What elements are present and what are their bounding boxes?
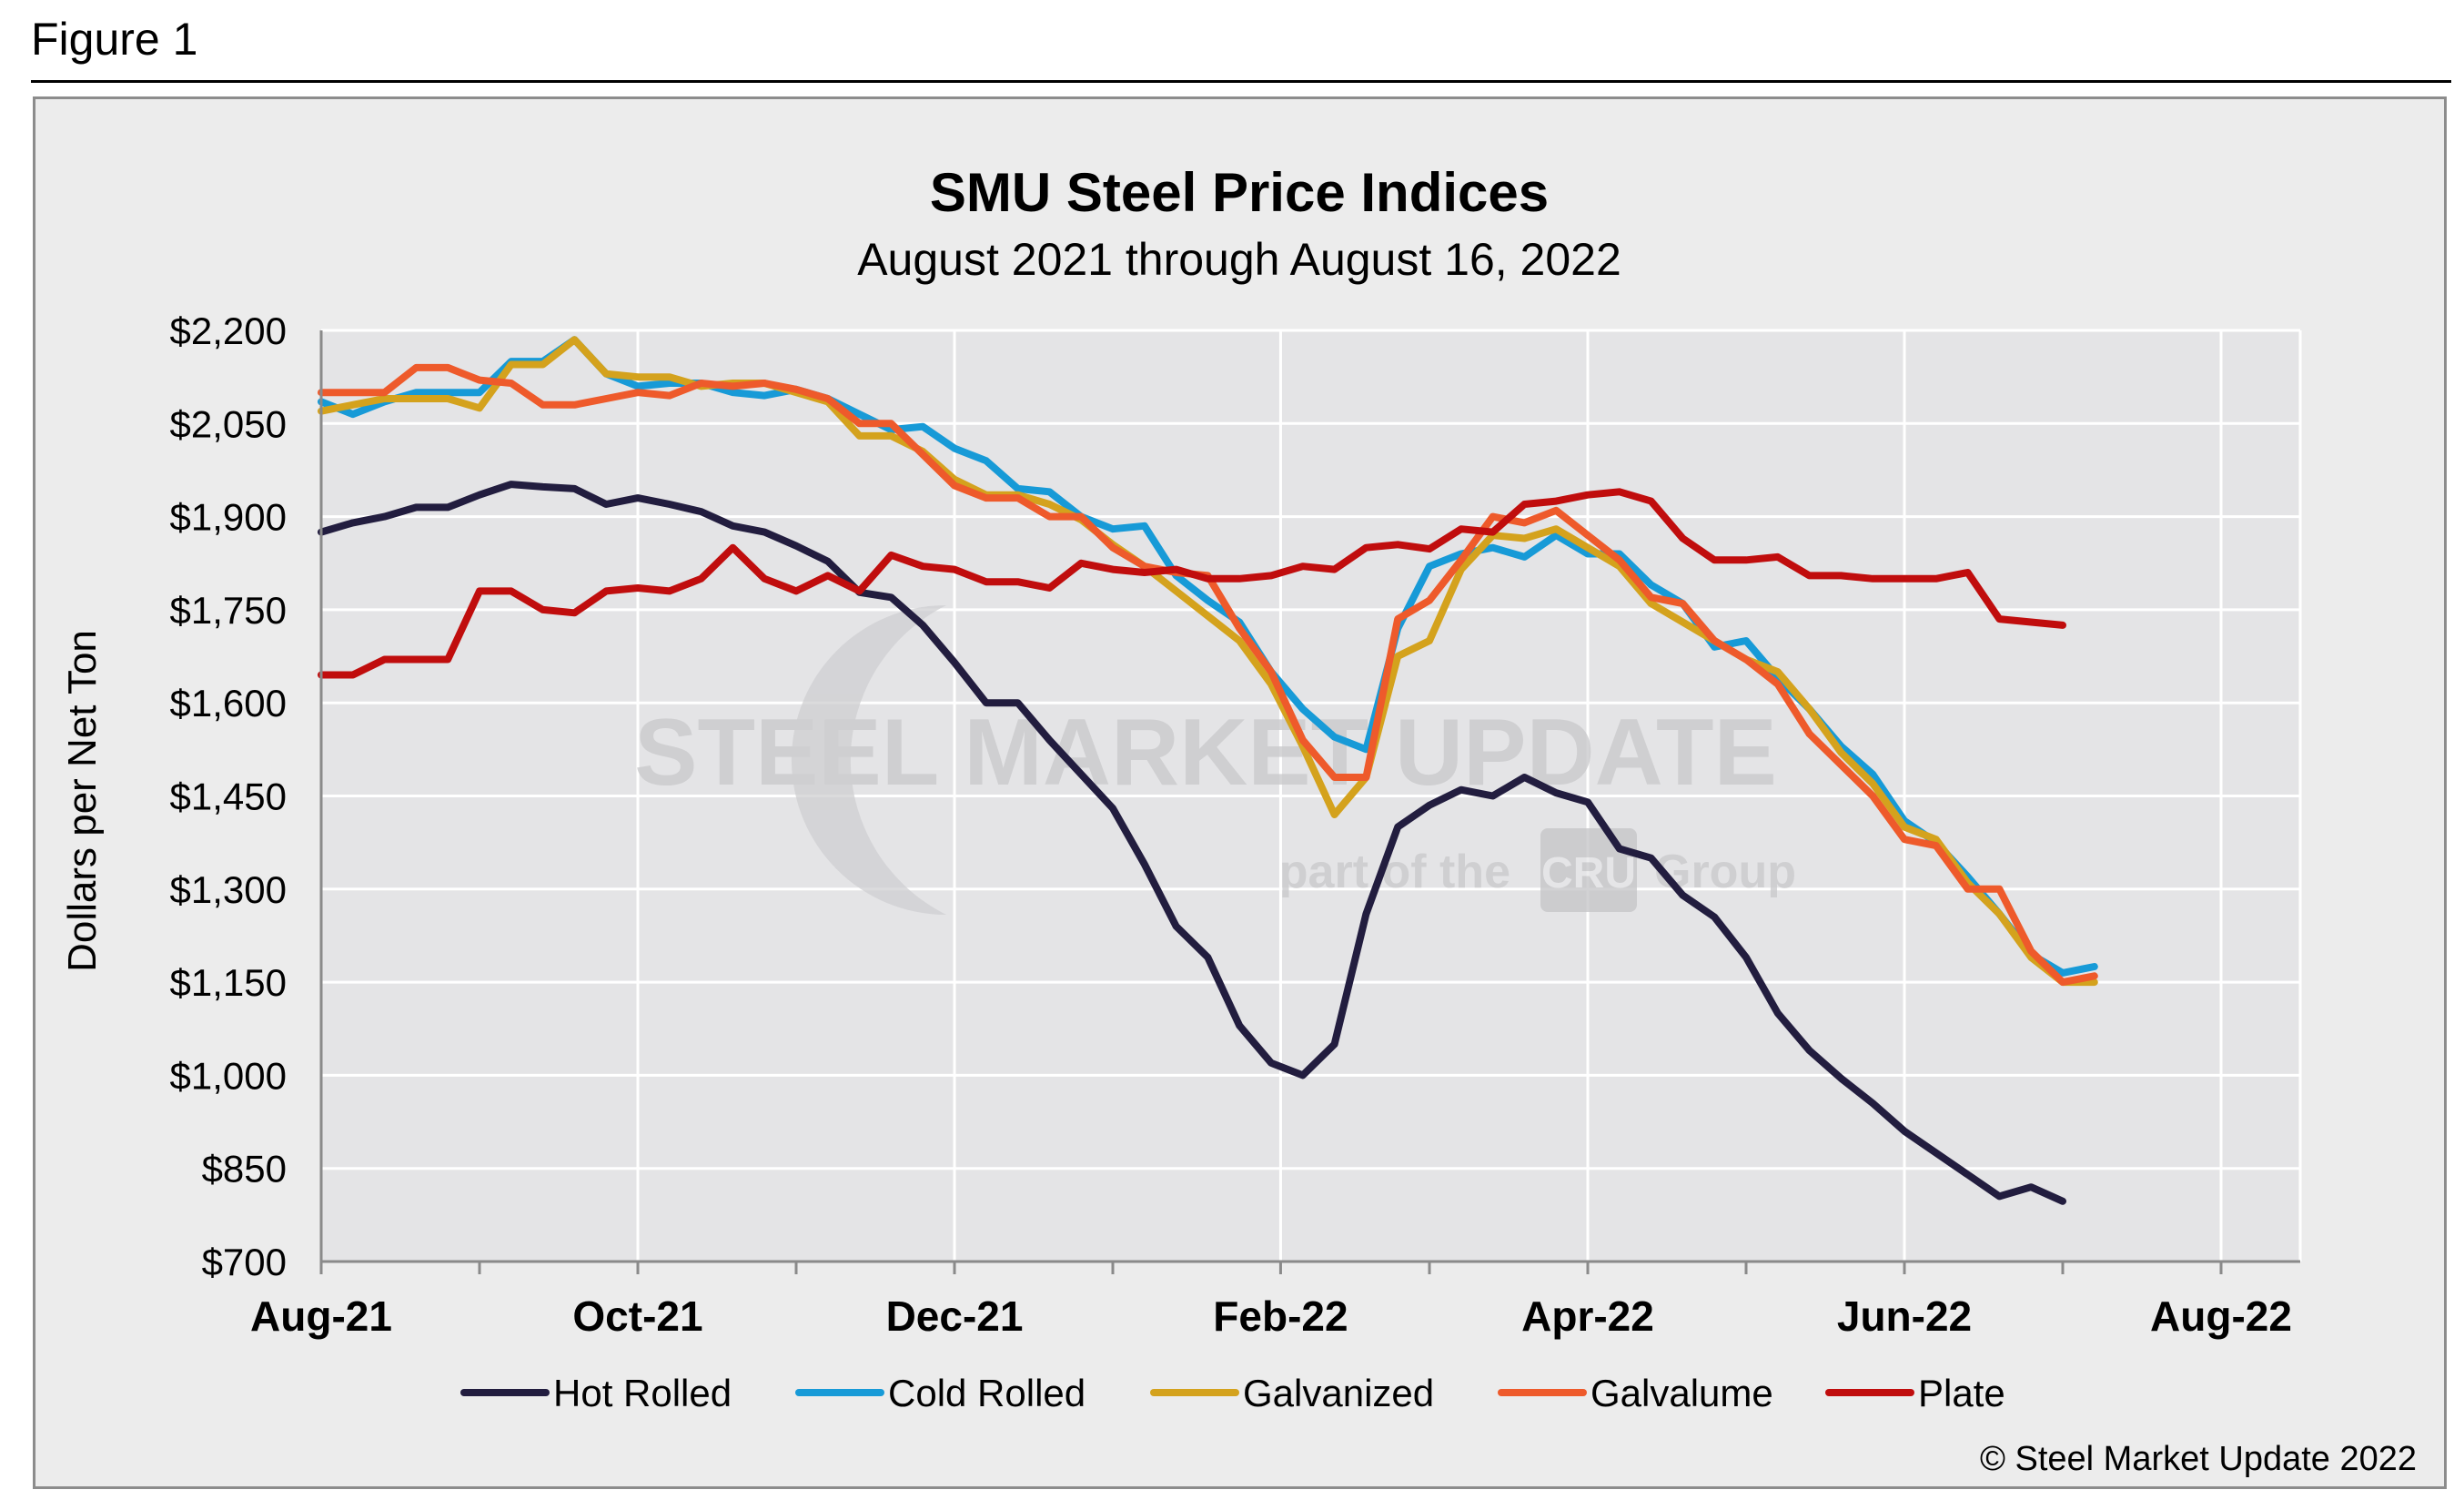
y-tick-label: $1,150 bbox=[170, 961, 287, 1004]
x-tick-label: Dec-21 bbox=[886, 1292, 1024, 1340]
y-tick-label: $1,600 bbox=[170, 682, 287, 725]
watermark-cru-badge bbox=[1540, 828, 1637, 912]
y-tick-label: $1,750 bbox=[170, 589, 287, 632]
series-line-hot-rolled bbox=[318, 481, 2066, 1205]
legend: Hot Rolled Cold Rolled Galvanized Galvalume… bbox=[460, 1372, 2005, 1414]
x-tick-label: Feb-22 bbox=[1213, 1292, 1348, 1340]
legend-label-hot-rolled: Hot Rolled bbox=[553, 1372, 732, 1414]
y-tick-label: $700 bbox=[202, 1241, 287, 1283]
legend-label-cold-rolled: Cold Rolled bbox=[888, 1372, 1086, 1414]
x-tick-label: Aug-22 bbox=[2150, 1292, 2292, 1340]
y-axis-label: Dollars per Net Ton bbox=[60, 630, 105, 972]
legend-label-galvalume: Galvalume bbox=[1590, 1372, 1773, 1414]
watermark-tagline-prefix: part of the bbox=[1279, 846, 1510, 898]
x-tick-label: Oct-21 bbox=[572, 1292, 702, 1340]
x-tick-label: Aug-21 bbox=[250, 1292, 392, 1340]
y-tick-label: $1,300 bbox=[170, 868, 287, 911]
y-tick-label: $1,450 bbox=[170, 775, 287, 818]
figure-label: Figure 1 bbox=[31, 14, 198, 65]
axes bbox=[319, 330, 2300, 1274]
x-tick-labels: Aug-21 Oct-21 Dec-21 Feb-22 Apr-22 Jun-22 Aug-… bbox=[250, 1292, 2292, 1340]
legend-label-plate: Plate bbox=[1918, 1372, 2005, 1414]
y-tick-label: $1,900 bbox=[170, 496, 287, 539]
x-tick-label: Jun-22 bbox=[1837, 1292, 1972, 1340]
chart-subtitle: August 2021 through August 16, 2022 bbox=[857, 234, 1621, 285]
y-tick-label: $850 bbox=[202, 1148, 287, 1191]
x-tick-label: Apr-22 bbox=[1521, 1292, 1654, 1340]
watermark-cru-text: CRU bbox=[1541, 849, 1636, 897]
series-line-plate bbox=[318, 488, 2066, 679]
y-tick-label: $2,050 bbox=[170, 402, 287, 445]
series-line-galvanized bbox=[318, 336, 2098, 987]
chart-title: SMU Steel Price Indices bbox=[930, 162, 1549, 223]
watermark-brand: STEEL MARKET UPDATE bbox=[634, 700, 1777, 806]
watermark: STEEL MARKET UPDATE part of the CRU Grou… bbox=[634, 604, 1796, 916]
watermark-crescent-icon bbox=[791, 604, 946, 916]
y-tick-label: $1,000 bbox=[170, 1054, 287, 1097]
legend-label-galvanized: Galvanized bbox=[1243, 1372, 1434, 1414]
figure-divider bbox=[31, 80, 2451, 83]
y-tick-label: $2,200 bbox=[170, 309, 287, 352]
y-tick-labels: $700 $850 $1,000 $1,150 $1,300 $1,450 $1,600 $1… bbox=[170, 309, 287, 1283]
series-lines bbox=[318, 336, 2098, 1205]
copyright: © Steel Market Update 2022 bbox=[1980, 1440, 2417, 1478]
